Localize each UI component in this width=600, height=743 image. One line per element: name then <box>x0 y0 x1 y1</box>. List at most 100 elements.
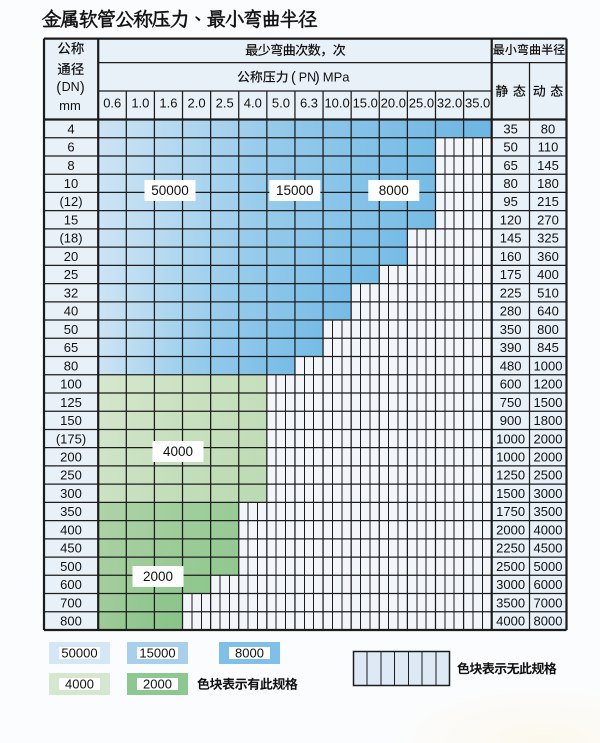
svg-text:50: 50 <box>64 322 78 337</box>
svg-text:160: 160 <box>500 249 522 264</box>
svg-text:20: 20 <box>64 249 78 264</box>
svg-text:2500: 2500 <box>534 468 563 483</box>
svg-text:215: 215 <box>537 194 559 209</box>
svg-text:1200: 1200 <box>534 377 563 392</box>
svg-text:35: 35 <box>503 121 517 136</box>
svg-text:1500: 1500 <box>496 486 525 501</box>
svg-text:360: 360 <box>537 249 559 264</box>
svg-text:1000: 1000 <box>534 358 563 373</box>
svg-text:3500: 3500 <box>534 504 563 519</box>
svg-text:6000: 6000 <box>534 577 563 592</box>
svg-text:200: 200 <box>60 449 82 464</box>
svg-text:8000: 8000 <box>534 614 563 629</box>
svg-text:400: 400 <box>537 267 559 282</box>
svg-text:120: 120 <box>500 212 522 227</box>
svg-text:270: 270 <box>537 212 559 227</box>
svg-text:10.0: 10.0 <box>324 95 349 110</box>
svg-text:125: 125 <box>60 395 82 410</box>
svg-text:(18): (18) <box>59 231 82 246</box>
svg-text:180: 180 <box>537 176 559 191</box>
svg-text:8000: 8000 <box>379 183 409 198</box>
svg-text:4000: 4000 <box>534 522 563 537</box>
svg-text:300: 300 <box>60 486 82 501</box>
svg-text:15000: 15000 <box>276 183 314 198</box>
svg-text:6.3: 6.3 <box>300 95 318 110</box>
svg-text:1750: 1750 <box>496 504 525 519</box>
svg-text:175: 175 <box>500 267 522 282</box>
svg-text:7000: 7000 <box>534 595 563 610</box>
svg-text:8: 8 <box>67 158 74 173</box>
svg-text:40: 40 <box>64 304 78 319</box>
svg-text:50000: 50000 <box>61 646 97 661</box>
svg-text:4: 4 <box>67 121 74 136</box>
svg-text:80: 80 <box>541 121 555 136</box>
svg-text:mm: mm <box>59 98 81 113</box>
svg-text:50: 50 <box>503 140 517 155</box>
svg-text:750: 750 <box>500 395 522 410</box>
svg-text:900: 900 <box>500 413 522 428</box>
svg-text:640: 640 <box>537 304 559 319</box>
svg-text:(: ( <box>56 80 61 96</box>
svg-text:450: 450 <box>60 541 82 556</box>
svg-text:325: 325 <box>537 231 559 246</box>
svg-text:1.6: 1.6 <box>159 95 177 110</box>
svg-text:2000: 2000 <box>534 431 563 446</box>
svg-text:250: 250 <box>60 468 82 483</box>
svg-text:65: 65 <box>64 340 78 355</box>
svg-text:400: 400 <box>60 522 82 537</box>
svg-text:MPa: MPa <box>323 69 351 84</box>
svg-text:800: 800 <box>60 614 82 629</box>
svg-text:10: 10 <box>64 176 78 191</box>
svg-text:700: 700 <box>60 595 82 610</box>
svg-text:0.6: 0.6 <box>103 95 121 110</box>
svg-text:4000: 4000 <box>496 614 525 629</box>
svg-text:350: 350 <box>500 322 522 337</box>
svg-text:8000: 8000 <box>235 646 264 661</box>
svg-text:225: 225 <box>500 285 522 300</box>
svg-text:(175): (175) <box>56 431 86 446</box>
svg-text:480: 480 <box>500 358 522 373</box>
svg-text:350: 350 <box>60 504 82 519</box>
svg-text:2000: 2000 <box>143 569 173 584</box>
svg-text:(: ( <box>291 70 296 86</box>
svg-text:600: 600 <box>500 377 522 392</box>
svg-text:25.0: 25.0 <box>409 95 434 110</box>
svg-text:3500: 3500 <box>496 595 525 610</box>
svg-text:280: 280 <box>500 304 522 319</box>
svg-text:65: 65 <box>503 158 517 173</box>
svg-text:DN: DN <box>62 80 80 94</box>
svg-text:15: 15 <box>64 212 78 227</box>
svg-text:800: 800 <box>537 322 559 337</box>
svg-text:4000: 4000 <box>65 677 94 692</box>
svg-text:2000: 2000 <box>496 522 525 537</box>
svg-text:600: 600 <box>60 577 82 592</box>
svg-text:1500: 1500 <box>534 395 563 410</box>
svg-text:110: 110 <box>538 140 559 155</box>
svg-text:1000: 1000 <box>496 449 525 464</box>
svg-text:2000: 2000 <box>534 449 563 464</box>
svg-text:95: 95 <box>503 194 517 209</box>
svg-text:15000: 15000 <box>139 646 175 661</box>
svg-text:50000: 50000 <box>151 183 189 198</box>
svg-text:2.5: 2.5 <box>216 95 234 110</box>
svg-text:4.0: 4.0 <box>244 95 262 110</box>
svg-text:6: 6 <box>67 140 74 155</box>
svg-text:15.0: 15.0 <box>353 95 378 110</box>
svg-text:2.0: 2.0 <box>188 95 206 110</box>
svg-text:845: 845 <box>537 340 559 355</box>
svg-text:20.0: 20.0 <box>381 95 406 110</box>
svg-text:2000: 2000 <box>143 677 172 692</box>
svg-text:5000: 5000 <box>534 559 563 574</box>
svg-text:35.0: 35.0 <box>465 95 490 110</box>
svg-text:145: 145 <box>537 158 559 173</box>
svg-text:32: 32 <box>64 285 78 300</box>
svg-text:1800: 1800 <box>534 413 563 428</box>
svg-text:25: 25 <box>64 267 78 282</box>
svg-text:1000: 1000 <box>496 431 525 446</box>
svg-text:500: 500 <box>60 559 82 574</box>
svg-text:80: 80 <box>64 358 78 373</box>
svg-text:100: 100 <box>60 377 82 392</box>
svg-text:390: 390 <box>500 340 522 355</box>
svg-text:145: 145 <box>500 231 522 246</box>
svg-text:4500: 4500 <box>534 541 563 556</box>
